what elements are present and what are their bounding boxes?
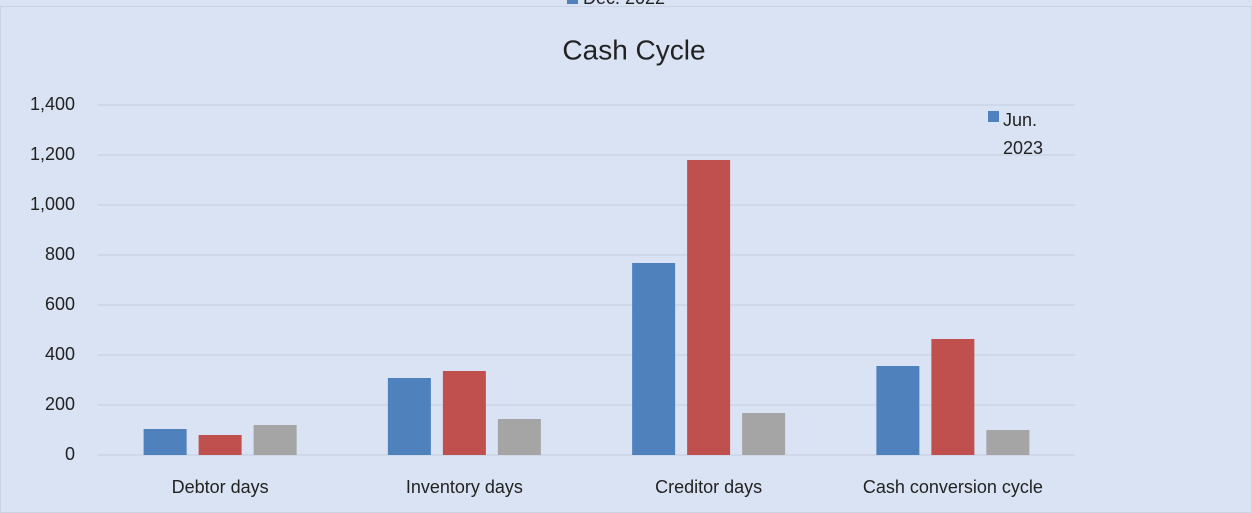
- bar: [876, 366, 920, 455]
- y-tick-label: 1,400: [30, 94, 75, 114]
- bar: [497, 419, 541, 455]
- legend-label: Jun. 2023: [1003, 110, 1044, 158]
- legend-marker: [567, 0, 578, 4]
- bar: [931, 339, 975, 455]
- bar: [387, 378, 431, 455]
- bar: [253, 425, 297, 455]
- y-tick-label: 800: [45, 244, 75, 264]
- y-tick-label: 400: [45, 344, 75, 364]
- bar: [687, 160, 731, 455]
- x-tick-label: Creditor days: [655, 477, 762, 497]
- y-tick-label: 0: [65, 444, 75, 464]
- bar: [143, 429, 187, 455]
- chart-border: [0, 6, 1252, 513]
- legend-marker: [988, 111, 999, 122]
- chart-title: Cash Cycle: [562, 34, 705, 65]
- y-tick-label: 1,200: [30, 144, 75, 164]
- x-tick-label: Cash conversion cycle: [863, 477, 1043, 497]
- x-tick-label: Inventory days: [406, 477, 523, 497]
- y-tick-label: 200: [45, 394, 75, 414]
- legend-label: Dec. 2022: [583, 0, 665, 8]
- bar: [198, 435, 242, 455]
- bar: [742, 413, 786, 455]
- bar: [986, 430, 1030, 455]
- bar: [632, 263, 676, 455]
- x-tick-label: Debtor days: [172, 477, 269, 497]
- y-tick-label: 600: [45, 294, 75, 314]
- bar: [442, 371, 486, 455]
- y-tick-label: 1,000: [30, 194, 75, 214]
